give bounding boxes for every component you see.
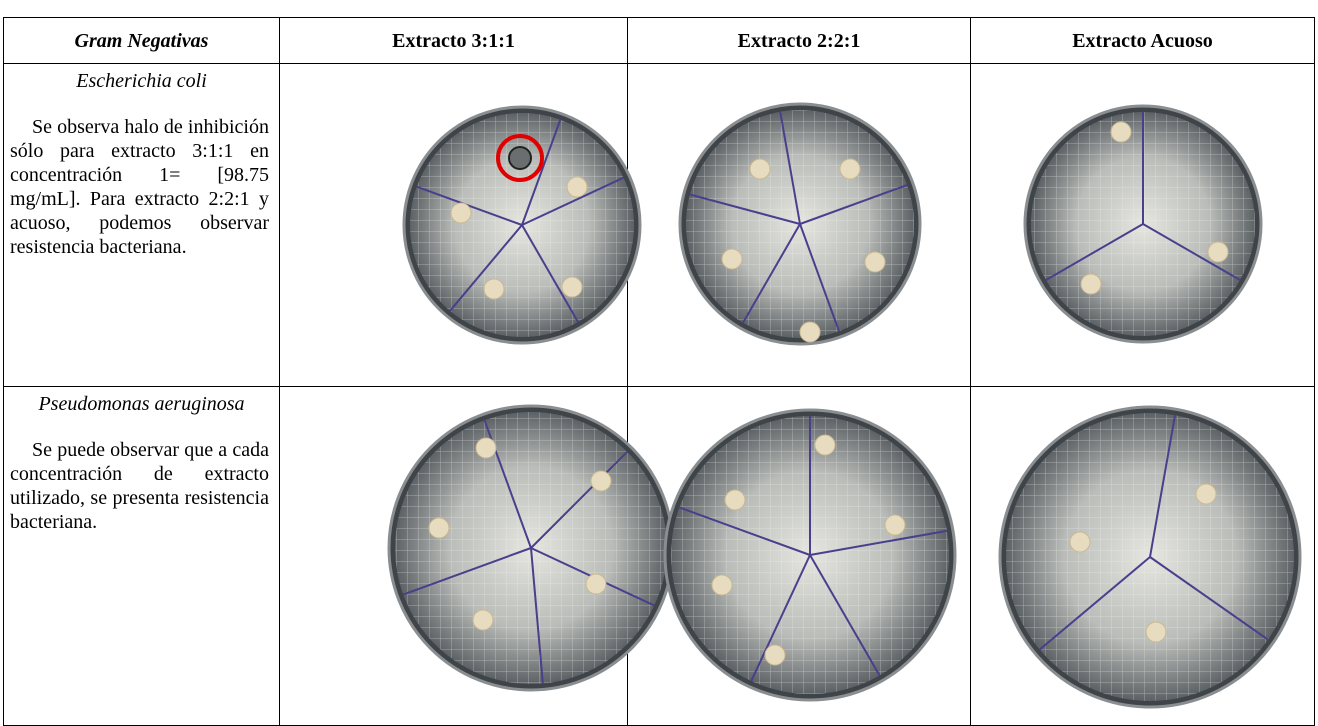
petri-dish bbox=[387, 404, 675, 692]
petri-dish bbox=[998, 405, 1302, 709]
marker-line bbox=[416, 185, 523, 226]
disk bbox=[590, 470, 612, 492]
marker-line bbox=[799, 223, 840, 332]
disk bbox=[1069, 531, 1091, 553]
marker-line bbox=[1149, 556, 1269, 641]
marker-line bbox=[530, 547, 544, 684]
petri-dish bbox=[678, 102, 922, 346]
disk bbox=[483, 278, 505, 300]
petri-dish bbox=[663, 408, 957, 702]
organism-cell: Pseudomonas aeruginosa Se puede observar… bbox=[3, 386, 280, 726]
marker-line bbox=[689, 193, 801, 225]
disk bbox=[1080, 273, 1102, 295]
marker-line bbox=[809, 529, 948, 556]
marker-line bbox=[742, 223, 801, 324]
disk bbox=[1145, 621, 1167, 643]
disk bbox=[585, 573, 607, 595]
disk bbox=[711, 574, 733, 596]
disk bbox=[724, 489, 746, 511]
disk bbox=[428, 517, 450, 539]
marker-line bbox=[1142, 223, 1241, 281]
highlight-circle bbox=[496, 134, 544, 182]
description: Se puede observar que a cada concentraci… bbox=[10, 439, 269, 533]
marker-line bbox=[679, 506, 811, 556]
marker-line bbox=[1149, 415, 1176, 558]
marker-line bbox=[1039, 556, 1151, 651]
disk bbox=[1207, 241, 1229, 263]
disk bbox=[884, 514, 906, 536]
marker-line bbox=[521, 119, 562, 226]
marker-line bbox=[799, 184, 908, 225]
marker-line bbox=[521, 224, 579, 323]
disk bbox=[561, 276, 583, 298]
disk bbox=[1110, 121, 1132, 143]
disk bbox=[472, 609, 494, 631]
marker-line bbox=[1045, 223, 1144, 281]
description: Se observa halo de inhibición sólo para … bbox=[10, 116, 269, 258]
disk bbox=[475, 437, 497, 459]
marker-line bbox=[750, 554, 811, 682]
disk bbox=[721, 248, 743, 270]
disk bbox=[799, 321, 821, 343]
disk bbox=[749, 158, 771, 180]
disk bbox=[764, 644, 786, 666]
disk bbox=[566, 176, 588, 198]
disk bbox=[864, 251, 886, 273]
petri-dish bbox=[402, 105, 642, 345]
petri-dish bbox=[1023, 104, 1263, 344]
marker-line bbox=[530, 451, 628, 549]
disk bbox=[839, 158, 861, 180]
marker-line bbox=[402, 547, 532, 596]
inhibition-halo bbox=[508, 146, 532, 170]
disk bbox=[814, 434, 836, 456]
marker-line bbox=[779, 111, 801, 225]
marker-line bbox=[521, 176, 624, 226]
disk bbox=[1195, 483, 1217, 505]
organism: Escherichia coli bbox=[76, 70, 207, 92]
marker-line bbox=[809, 554, 881, 676]
disk bbox=[450, 202, 472, 224]
marker-line bbox=[449, 224, 523, 312]
organism: Pseudomonas aeruginosa bbox=[38, 393, 245, 415]
